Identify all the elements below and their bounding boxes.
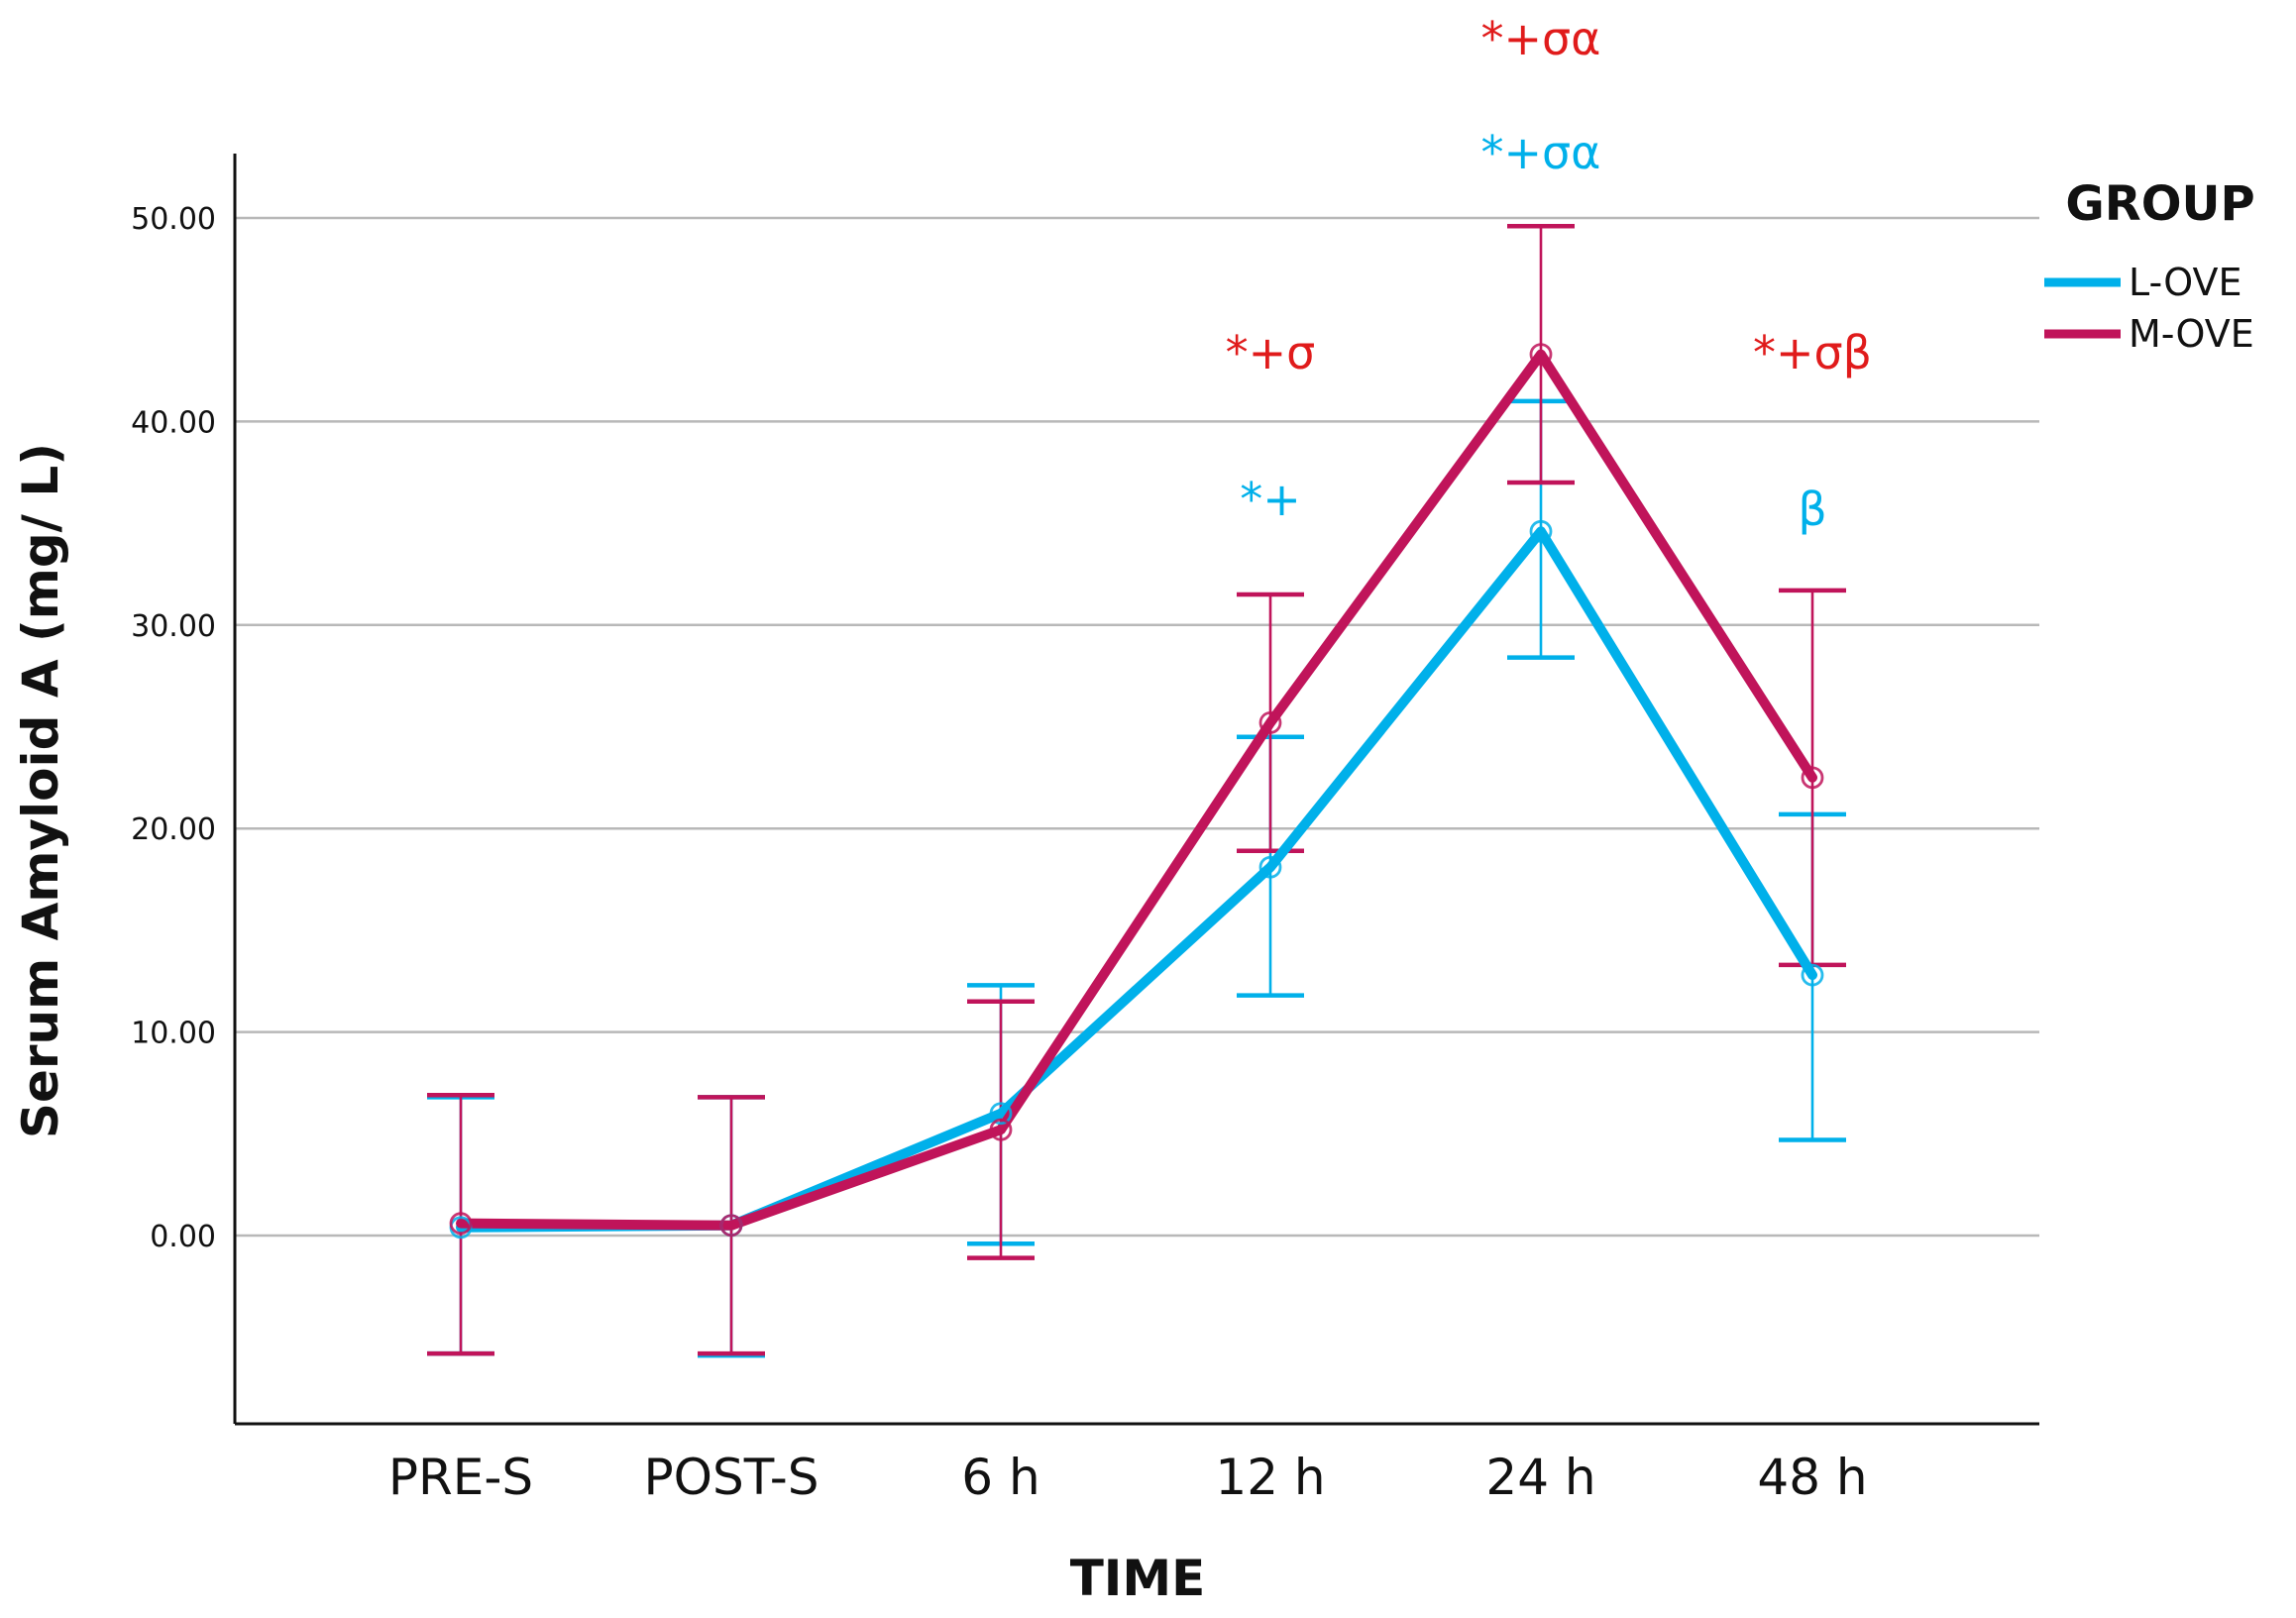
series-line-m-ove — [456, 349, 1817, 1231]
data-point — [989, 1102, 1013, 1126]
x-tick-label: POST-S — [644, 1449, 820, 1506]
x-tick-label: 6 h — [961, 1449, 1039, 1506]
y-axis-title: Serum Amyloid A (mg/ L) — [12, 443, 69, 1138]
x-tick-label: 24 h — [1485, 1449, 1595, 1506]
y-tick-label: 50.00 — [131, 202, 216, 237]
data-point — [1801, 963, 1824, 987]
annotation-m-ove: *+σ — [1226, 326, 1316, 379]
legend-label: L-OVE — [2129, 261, 2242, 304]
legend-title: GROUP — [2065, 176, 2254, 232]
significance-annotations: *+σ *+ *+σα *+σα *+σβ β — [1226, 12, 1872, 536]
data-point — [1801, 766, 1824, 790]
error-bars-m-ove — [427, 223, 1846, 1356]
x-axis-title: TIME — [1070, 1550, 1206, 1607]
y-tick-label: 20.00 — [131, 812, 216, 847]
series-line-l-ove — [456, 526, 1817, 1233]
data-point — [719, 1214, 743, 1238]
data-points — [449, 343, 1824, 1240]
y-tick-label: 0.00 — [150, 1220, 216, 1254]
error-bars — [427, 223, 1846, 1358]
y-tick-label: 30.00 — [131, 609, 216, 644]
x-tick-labels: PRE-S POST-S 6 h 12 h 24 h 48 h — [388, 1449, 1868, 1506]
gridlines — [235, 216, 2039, 1238]
axes — [233, 154, 2039, 1426]
annotation-m-ove: *+σα — [1480, 12, 1600, 65]
points-m-ove — [449, 343, 1824, 1238]
x-tick-label: 48 h — [1757, 1449, 1867, 1506]
data-point — [989, 1118, 1013, 1141]
legend-label: M-OVE — [2129, 312, 2254, 356]
y-tick-labels: 0.00 10.00 20.00 30.00 40.00 50.00 — [131, 202, 216, 1254]
y-tick-label: 10.00 — [131, 1017, 216, 1051]
data-point — [1529, 519, 1553, 543]
annotation-l-ove: *+ — [1240, 473, 1301, 526]
x-tick-label: 12 h — [1215, 1449, 1325, 1506]
series-lines — [456, 349, 1817, 1233]
data-point — [1258, 855, 1282, 879]
annotation-l-ove: *+σα — [1480, 126, 1600, 179]
annotation-m-ove: *+σβ — [1753, 326, 1872, 379]
legend: GROUP L-OVE M-OVE — [2044, 176, 2255, 356]
annotation-l-ove: β — [1798, 483, 1826, 536]
data-point — [449, 1212, 473, 1236]
x-tick-label: PRE-S — [388, 1449, 533, 1506]
legend-entries: L-OVE M-OVE — [2044, 261, 2254, 356]
points-l-ove — [449, 519, 1824, 1240]
error-bars-l-ove — [427, 398, 1846, 1358]
y-tick-label: 40.00 — [131, 405, 216, 440]
data-point — [1529, 343, 1553, 367]
data-point — [1258, 710, 1282, 734]
